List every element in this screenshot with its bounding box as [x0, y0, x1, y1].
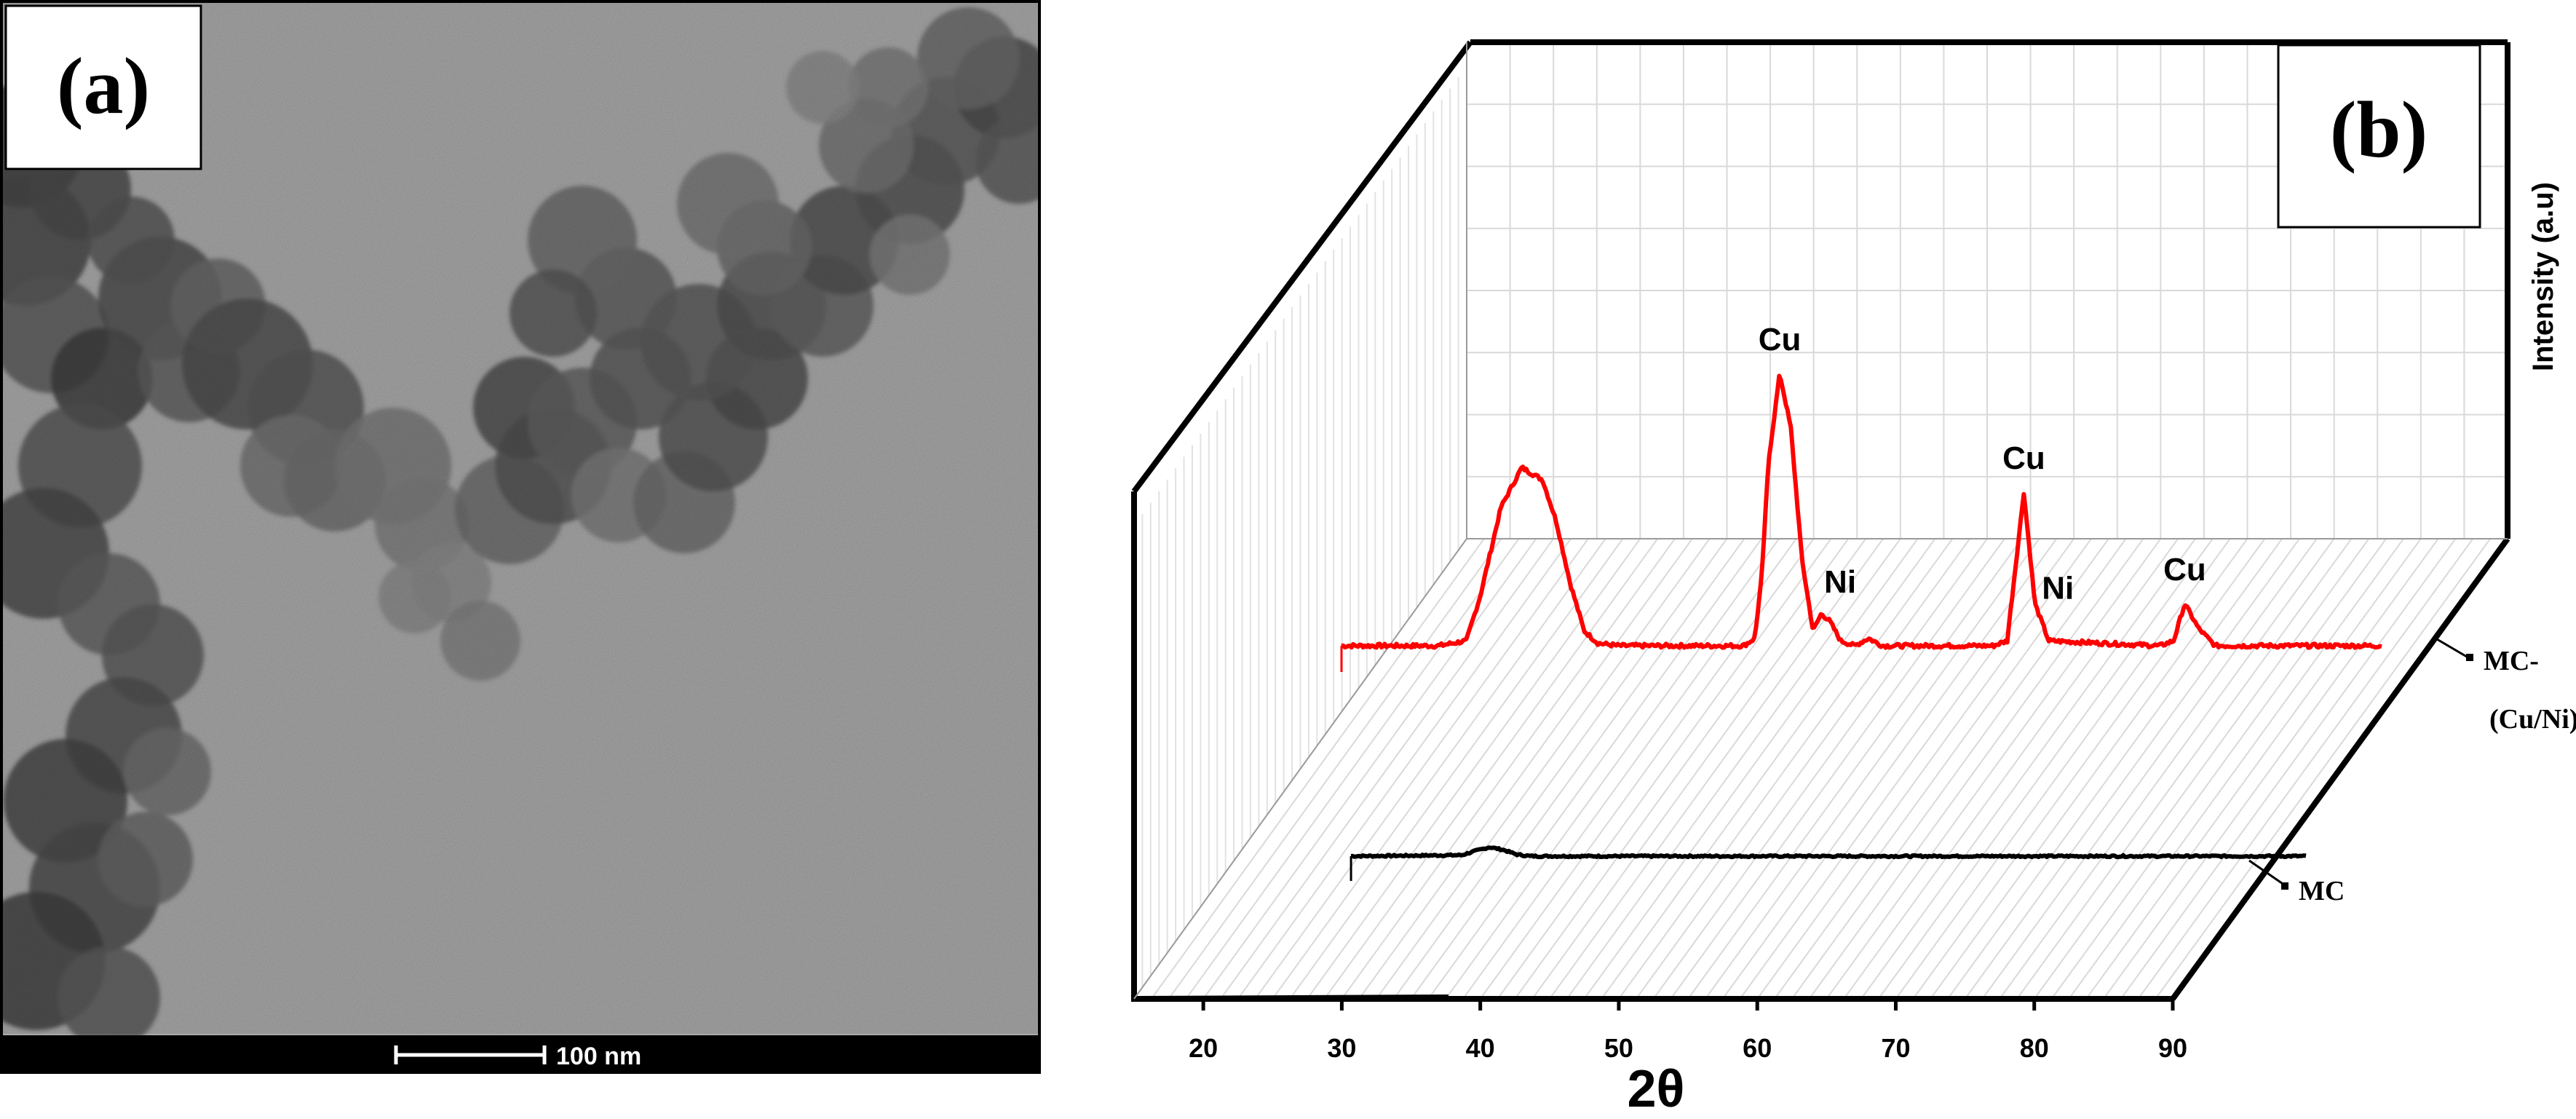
panel-a-label: (a) — [57, 41, 150, 130]
floor-back-edge — [1133, 42, 2508, 1000]
series-leader-mc — [2248, 859, 2288, 888]
series-label-mc-cu-ni-line2: (Cu/Ni) — [2489, 704, 2576, 735]
peak-label-cu-4: Cu — [2163, 552, 2206, 588]
series-line-mc-cu-ni — [1341, 373, 2382, 650]
y-axis-label: Intensity (a.u) — [2527, 182, 2559, 371]
x-tick-label-80: 80 — [2020, 1033, 2049, 1063]
series-label-mc: MC — [2299, 876, 2345, 906]
scale-bar-label: 100 nm — [556, 1043, 641, 1070]
series-leader-mc-cu-ni — [2436, 638, 2471, 660]
peak-label-ni-1: Ni — [1824, 564, 1856, 600]
peak-label-cu-2: Cu — [2002, 440, 2045, 476]
panel-b-label: (b) — [2330, 85, 2428, 174]
x-tick-label-30: 30 — [1327, 1033, 1356, 1063]
scale-bar — [394, 1045, 547, 1064]
x-tick-label-50: 50 — [1604, 1033, 1633, 1063]
xrd-chart-panel: 20 30 40 50 60 70 80 90 MC MC- (Cu/Ni) Cu Ni Cu Ni… — [1131, 39, 2576, 1118]
x-tick-label-70: 70 — [1881, 1033, 1910, 1063]
series-leader-mc-cu-ni-tick — [2466, 654, 2473, 661]
side-wall-hatching — [1141, 76, 1459, 988]
tem-noise — [0, 0, 1041, 1034]
x-tick-label-40: 40 — [1466, 1033, 1495, 1063]
panel-a-label-box — [4, 4, 202, 170]
series-line-mc — [1350, 845, 2307, 860]
x-tick-label-20: 20 — [1189, 1033, 1218, 1063]
x-tick-label-90: 90 — [2158, 1033, 2187, 1063]
peak-annotations: Cu Ni Cu Ni Cu — [1759, 322, 2206, 606]
peak-label-cu-0: Cu — [1759, 322, 1802, 357]
floor-hatching — [1150, 538, 2491, 1000]
tem-micrograph-panel: 100 nm (a) — [0, 0, 1041, 1074]
series-label-mc-cu-ni-line1: MC- — [2484, 646, 2539, 676]
peak-label-ni-3: Ni — [2042, 571, 2074, 606]
back-wall-grid — [1467, 42, 2508, 539]
panel-b-label-box — [2277, 44, 2481, 229]
x-axis-ticks — [1201, 999, 2175, 1011]
series-leader-mc-tick — [2281, 882, 2288, 890]
box-frame — [1131, 39, 2510, 1003]
x-axis-tick-labels: 20 30 40 50 60 70 80 90 — [1189, 1033, 2187, 1063]
x-axis-label: 2θ — [1628, 1060, 1685, 1118]
x-tick-label-60: 60 — [1743, 1033, 1772, 1063]
